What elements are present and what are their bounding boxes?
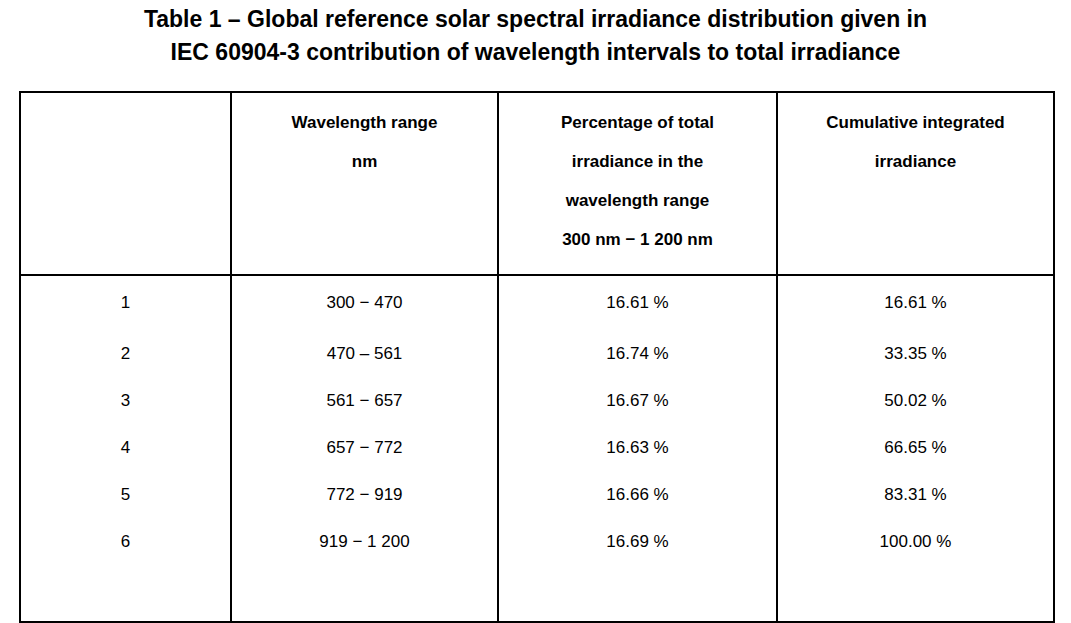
cell-percentage: 16.63 % — [498, 424, 777, 471]
table-row: 6 919 − 1 200 16.69 % 100.00 % — [20, 518, 1054, 565]
table-row: 3 561 − 657 16.67 % 50.02 % — [20, 377, 1054, 424]
cell-percentage: 16.61 % — [498, 275, 777, 330]
header-line: irradiance — [778, 142, 1053, 181]
irradiance-table: Wavelength range nm Percentage of total … — [19, 91, 1055, 623]
cell-cumulative: 16.61 % — [777, 275, 1054, 330]
document-page: Table 1 – Global reference solar spectra… — [0, 0, 1071, 623]
cell-wavelength-range: 772 − 919 — [231, 471, 498, 518]
cell-row-number: 5 — [20, 471, 231, 518]
cell-cumulative: 100.00 % — [777, 518, 1054, 565]
cell-percentage: 16.67 % — [498, 377, 777, 424]
header-line: 300 nm − 1 200 nm — [499, 220, 776, 259]
header-line: wavelength range — [499, 181, 776, 220]
spacer-cell — [20, 565, 231, 622]
spacer-cell — [777, 565, 1054, 622]
spacer-cell — [231, 565, 498, 622]
header-cell-percentage: Percentage of total irradiance in the wa… — [498, 92, 777, 275]
cell-wavelength-range: 919 − 1 200 — [231, 518, 498, 565]
header-line: Cumulative integrated — [778, 103, 1053, 142]
table-caption: Table 1 – Global reference solar spectra… — [0, 0, 1071, 69]
table-row: 4 657 − 772 16.63 % 66.65 % — [20, 424, 1054, 471]
table-caption-line1: Table 1 – Global reference solar spectra… — [0, 3, 1071, 36]
table-caption-line2: IEC 60904-3 contribution of wavelength i… — [0, 36, 1071, 69]
cell-row-number: 1 — [20, 275, 231, 330]
header-line: nm — [232, 142, 497, 181]
cell-cumulative: 50.02 % — [777, 377, 1054, 424]
header-line: Percentage of total — [499, 103, 776, 142]
header-line: irradiance in the — [499, 142, 776, 181]
cell-row-number: 6 — [20, 518, 231, 565]
cell-percentage: 16.66 % — [498, 471, 777, 518]
table-header-row: Wavelength range nm Percentage of total … — [20, 92, 1054, 275]
table-row: 2 470 – 561 16.74 % 33.35 % — [20, 330, 1054, 377]
header-cell-cumulative: Cumulative integrated irradiance — [777, 92, 1054, 275]
table-row: 5 772 − 919 16.66 % 83.31 % — [20, 471, 1054, 518]
header-cell-wavelength-range: Wavelength range nm — [231, 92, 498, 275]
cell-cumulative: 66.65 % — [777, 424, 1054, 471]
cell-percentage: 16.69 % — [498, 518, 777, 565]
cell-wavelength-range: 470 – 561 — [231, 330, 498, 377]
cell-cumulative: 83.31 % — [777, 471, 1054, 518]
cell-wavelength-range: 561 − 657 — [231, 377, 498, 424]
cell-cumulative: 33.35 % — [777, 330, 1054, 377]
spacer-cell — [498, 565, 777, 622]
header-cell-row-number — [20, 92, 231, 275]
cell-row-number: 2 — [20, 330, 231, 377]
cell-percentage: 16.74 % — [498, 330, 777, 377]
cell-wavelength-range: 657 − 772 — [231, 424, 498, 471]
cell-wavelength-range: 300 − 470 — [231, 275, 498, 330]
table-spacer-row — [20, 565, 1054, 622]
table-row: 1 300 − 470 16.61 % 16.61 % — [20, 275, 1054, 330]
header-line: Wavelength range — [232, 103, 497, 142]
cell-row-number: 3 — [20, 377, 231, 424]
cell-row-number: 4 — [20, 424, 231, 471]
